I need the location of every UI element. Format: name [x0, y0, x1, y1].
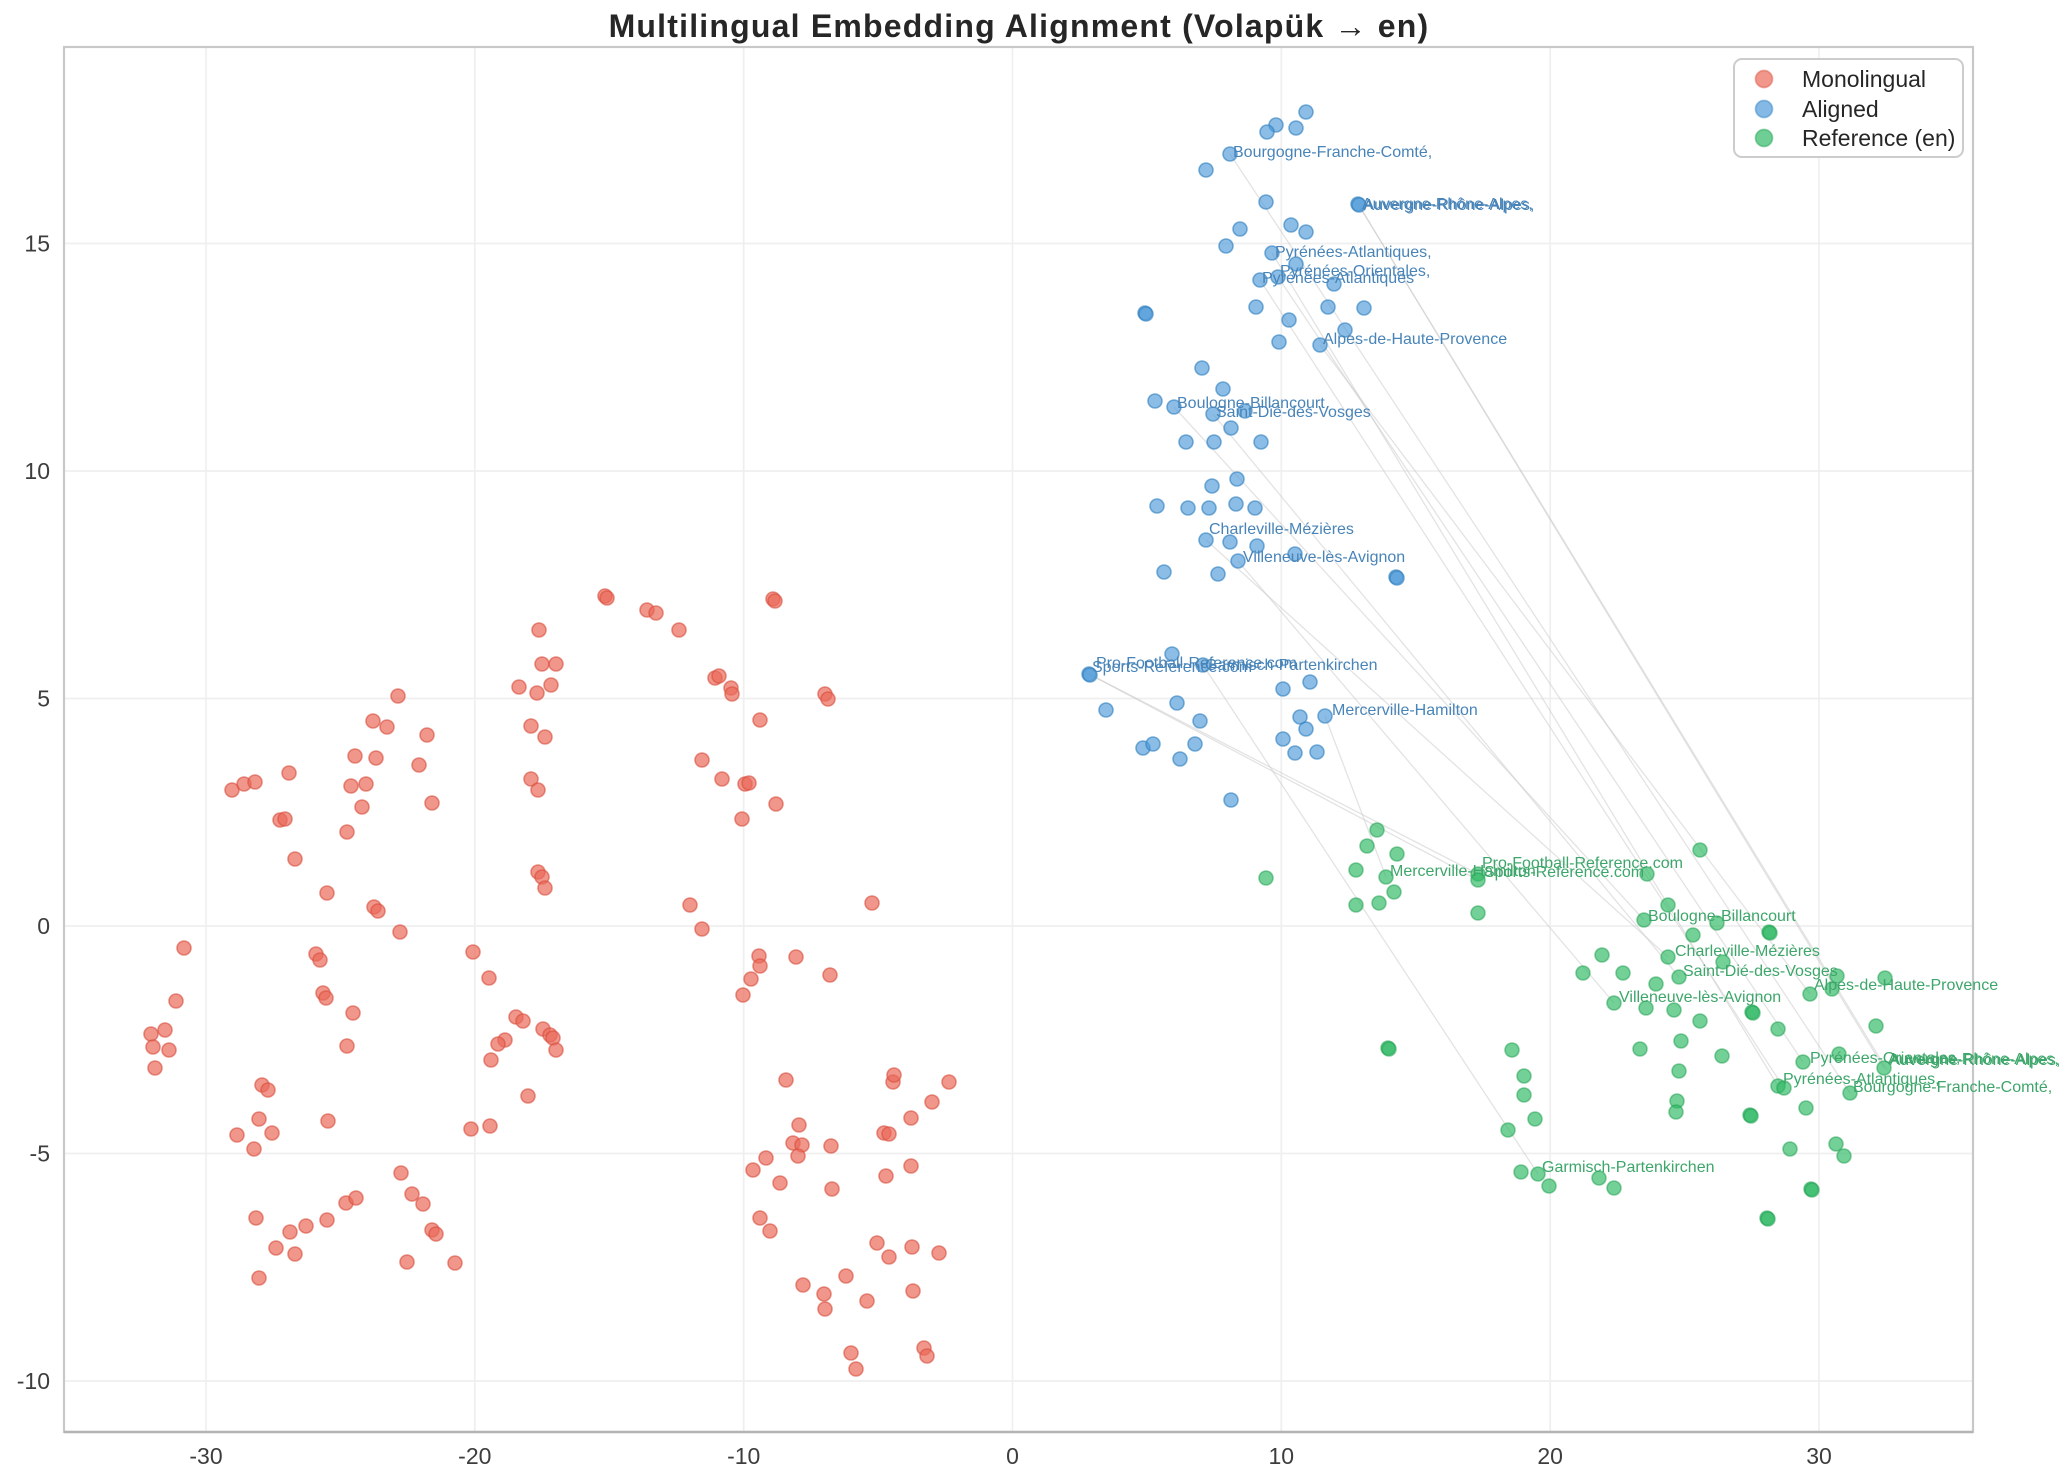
svg-text:Sports-Reference.com: Sports-Reference.com [1484, 864, 1644, 881]
svg-text:Boulogne-Billancourt: Boulogne-Billancourt [1648, 908, 1796, 925]
svg-text:Auvergne-Rhône-Alpes,: Auvergne-Rhône-Alpes, [1890, 1052, 2061, 1069]
svg-text:Garmisch-Partenkirchen: Garmisch-Partenkirchen [1205, 657, 1378, 674]
svg-text:-30: -30 [189, 1443, 222, 1469]
svg-text:10: 10 [24, 458, 50, 484]
svg-text:Saint-Dié-des-Vosges: Saint-Dié-des-Vosges [1683, 963, 1838, 980]
svg-text:Pyrénées-Atlantiques: Pyrénées-Atlantiques [1262, 270, 1414, 287]
svg-text:Multilingual Embedding Alignme: Multilingual Embedding Alignment (Volapü… [609, 8, 1430, 44]
svg-text:Bourgogne-Franche-Comté,: Bourgogne-Franche-Comté, [1853, 1079, 2052, 1096]
svg-text:Monolingual: Monolingual [1802, 66, 1926, 92]
svg-text:Bourgogne-Franche-Comté,: Bourgogne-Franche-Comté, [1233, 144, 1432, 161]
svg-text:Aligned: Aligned [1802, 96, 1879, 122]
svg-text:-20: -20 [458, 1443, 491, 1469]
svg-text:Reference (en): Reference (en) [1802, 125, 1955, 151]
svg-text:-10: -10 [17, 1368, 50, 1394]
svg-text:Mercerville-Hamilton: Mercerville-Hamilton [1390, 863, 1536, 880]
svg-text:Pro-Football-Reference.com: Pro-Football-Reference.com [1096, 655, 1297, 672]
svg-text:Pyrénées-Orientales,: Pyrénées-Orientales, [1810, 1050, 1960, 1067]
svg-text:0: 0 [1006, 1443, 1019, 1469]
svg-text:30: 30 [1806, 1443, 1832, 1469]
svg-text:5: 5 [37, 686, 50, 712]
svg-text:Charleville-Mézières: Charleville-Mézières [1675, 943, 1820, 960]
svg-text:Charleville-Mézières: Charleville-Mézières [1209, 521, 1354, 538]
svg-text:-5: -5 [30, 1141, 50, 1167]
svg-text:Pyrénées-Orientales,: Pyrénées-Orientales, [1280, 263, 1430, 280]
svg-text:0: 0 [37, 913, 50, 939]
svg-text:Mercerville-Hamilton: Mercerville-Hamilton [1332, 702, 1478, 719]
svg-text:Villeneuve-lès-Avignon: Villeneuve-lès-Avignon [1243, 549, 1405, 566]
svg-text:Pro-Football-Reference.com: Pro-Football-Reference.com [1482, 855, 1683, 872]
svg-text:Auvergne-Rhône-Alpes,: Auvergne-Rhône-Alpes, [1364, 197, 1535, 214]
svg-text:Alpes-de-Haute-Provence: Alpes-de-Haute-Provence [1814, 977, 1998, 994]
svg-text:Saint-Dié-des-Vosges: Saint-Dié-des-Vosges [1216, 404, 1371, 421]
svg-text:Villeneuve-lès-Avignon: Villeneuve-lès-Avignon [1619, 989, 1781, 1006]
svg-text:Pyrénées-Atlantiques,: Pyrénées-Atlantiques, [1275, 244, 1432, 261]
svg-text:-10: -10 [727, 1443, 760, 1469]
svg-text:Auvergne-Rhône-Alpes,: Auvergne-Rhône-Alpes, [1888, 1051, 2059, 1068]
svg-text:Auvergne-Rhône-Alpes,: Auvergne-Rhône-Alpes, [1362, 196, 1533, 213]
svg-text:Pyrénées-Atlantiques,: Pyrénées-Atlantiques, [1783, 1071, 1940, 1088]
svg-text:10: 10 [1269, 1443, 1295, 1469]
svg-text:Alpes-de-Haute-Provence: Alpes-de-Haute-Provence [1323, 331, 1507, 348]
svg-text:Sports-Reference.com: Sports-Reference.com [1092, 659, 1252, 676]
svg-text:15: 15 [24, 231, 50, 257]
svg-text:20: 20 [1537, 1443, 1563, 1469]
svg-text:Garmisch-Partenkirchen: Garmisch-Partenkirchen [1542, 1159, 1715, 1176]
svg-text:Boulogne-Billancourt: Boulogne-Billancourt [1177, 395, 1325, 412]
